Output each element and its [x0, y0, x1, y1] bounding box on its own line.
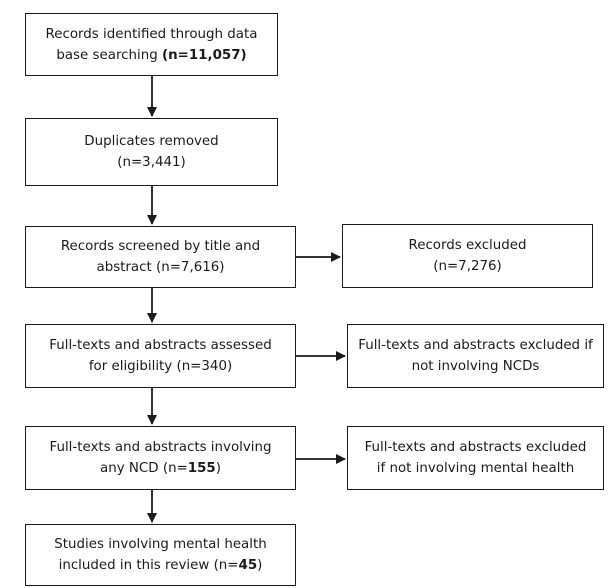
studies-included-line1: Studies involving mental health — [54, 537, 267, 552]
excluded-not-mental-health-line1: Full-texts and abstracts excluded — [364, 440, 587, 455]
studies-included-line2: included in this review (n= — [58, 558, 239, 573]
eligibility-assessed-box: Full-texts and abstracts assessed for el… — [25, 324, 296, 388]
eligibility-assessed-line2: for eligibility (n=340) — [88, 359, 233, 374]
records-excluded-box: Records excluded (n=7,276) — [342, 224, 593, 288]
studies-included-line2-close: ) — [257, 558, 263, 573]
involving-ncd-line2: any NCD (n= — [100, 461, 188, 476]
duplicates-removed-count: (n=3,441) — [117, 155, 186, 170]
records-identified-line2: base searching — [56, 47, 162, 63]
records-identified-box: Records identified through data base sea… — [25, 13, 278, 76]
duplicates-removed-line1: Duplicates removed — [84, 134, 219, 149]
excluded-not-ncd-box: Full-texts and abstracts excluded if not… — [347, 324, 604, 388]
excluded-not-mental-health-line2: if not involving mental health — [376, 461, 575, 476]
records-screened-line2: abstract (n=7,616) — [96, 260, 225, 275]
involving-ncd-line2-close: ) — [215, 461, 221, 476]
eligibility-assessed-line1: Full-texts and abstracts assessed — [49, 338, 272, 353]
involving-ncd-box: Full-texts and abstracts involving any N… — [25, 426, 296, 490]
excluded-not-ncd-line2: not involving NCDs — [411, 359, 540, 374]
records-identified-line1: Records identified through data — [45, 26, 258, 42]
involving-ncd-count: 155 — [187, 461, 216, 476]
excluded-not-mental-health-box: Full-texts and abstracts excluded if not… — [347, 426, 604, 490]
records-excluded-count: (n=7,276) — [433, 259, 502, 274]
records-screened-box: Records screened by title and abstract (… — [25, 226, 296, 288]
involving-ncd-line1: Full-texts and abstracts involving — [49, 440, 272, 455]
duplicates-removed-box: Duplicates removed (n=3,441) — [25, 118, 278, 186]
records-excluded-line1: Records excluded — [408, 238, 527, 253]
studies-included-box: Studies involving mental health included… — [25, 524, 296, 586]
records-identified-count: (n=11,057) — [161, 47, 247, 63]
records-screened-line1: Records screened by title and — [60, 239, 261, 254]
excluded-not-ncd-line1: Full-texts and abstracts excluded if — [358, 338, 593, 353]
studies-included-count: 45 — [238, 558, 258, 573]
